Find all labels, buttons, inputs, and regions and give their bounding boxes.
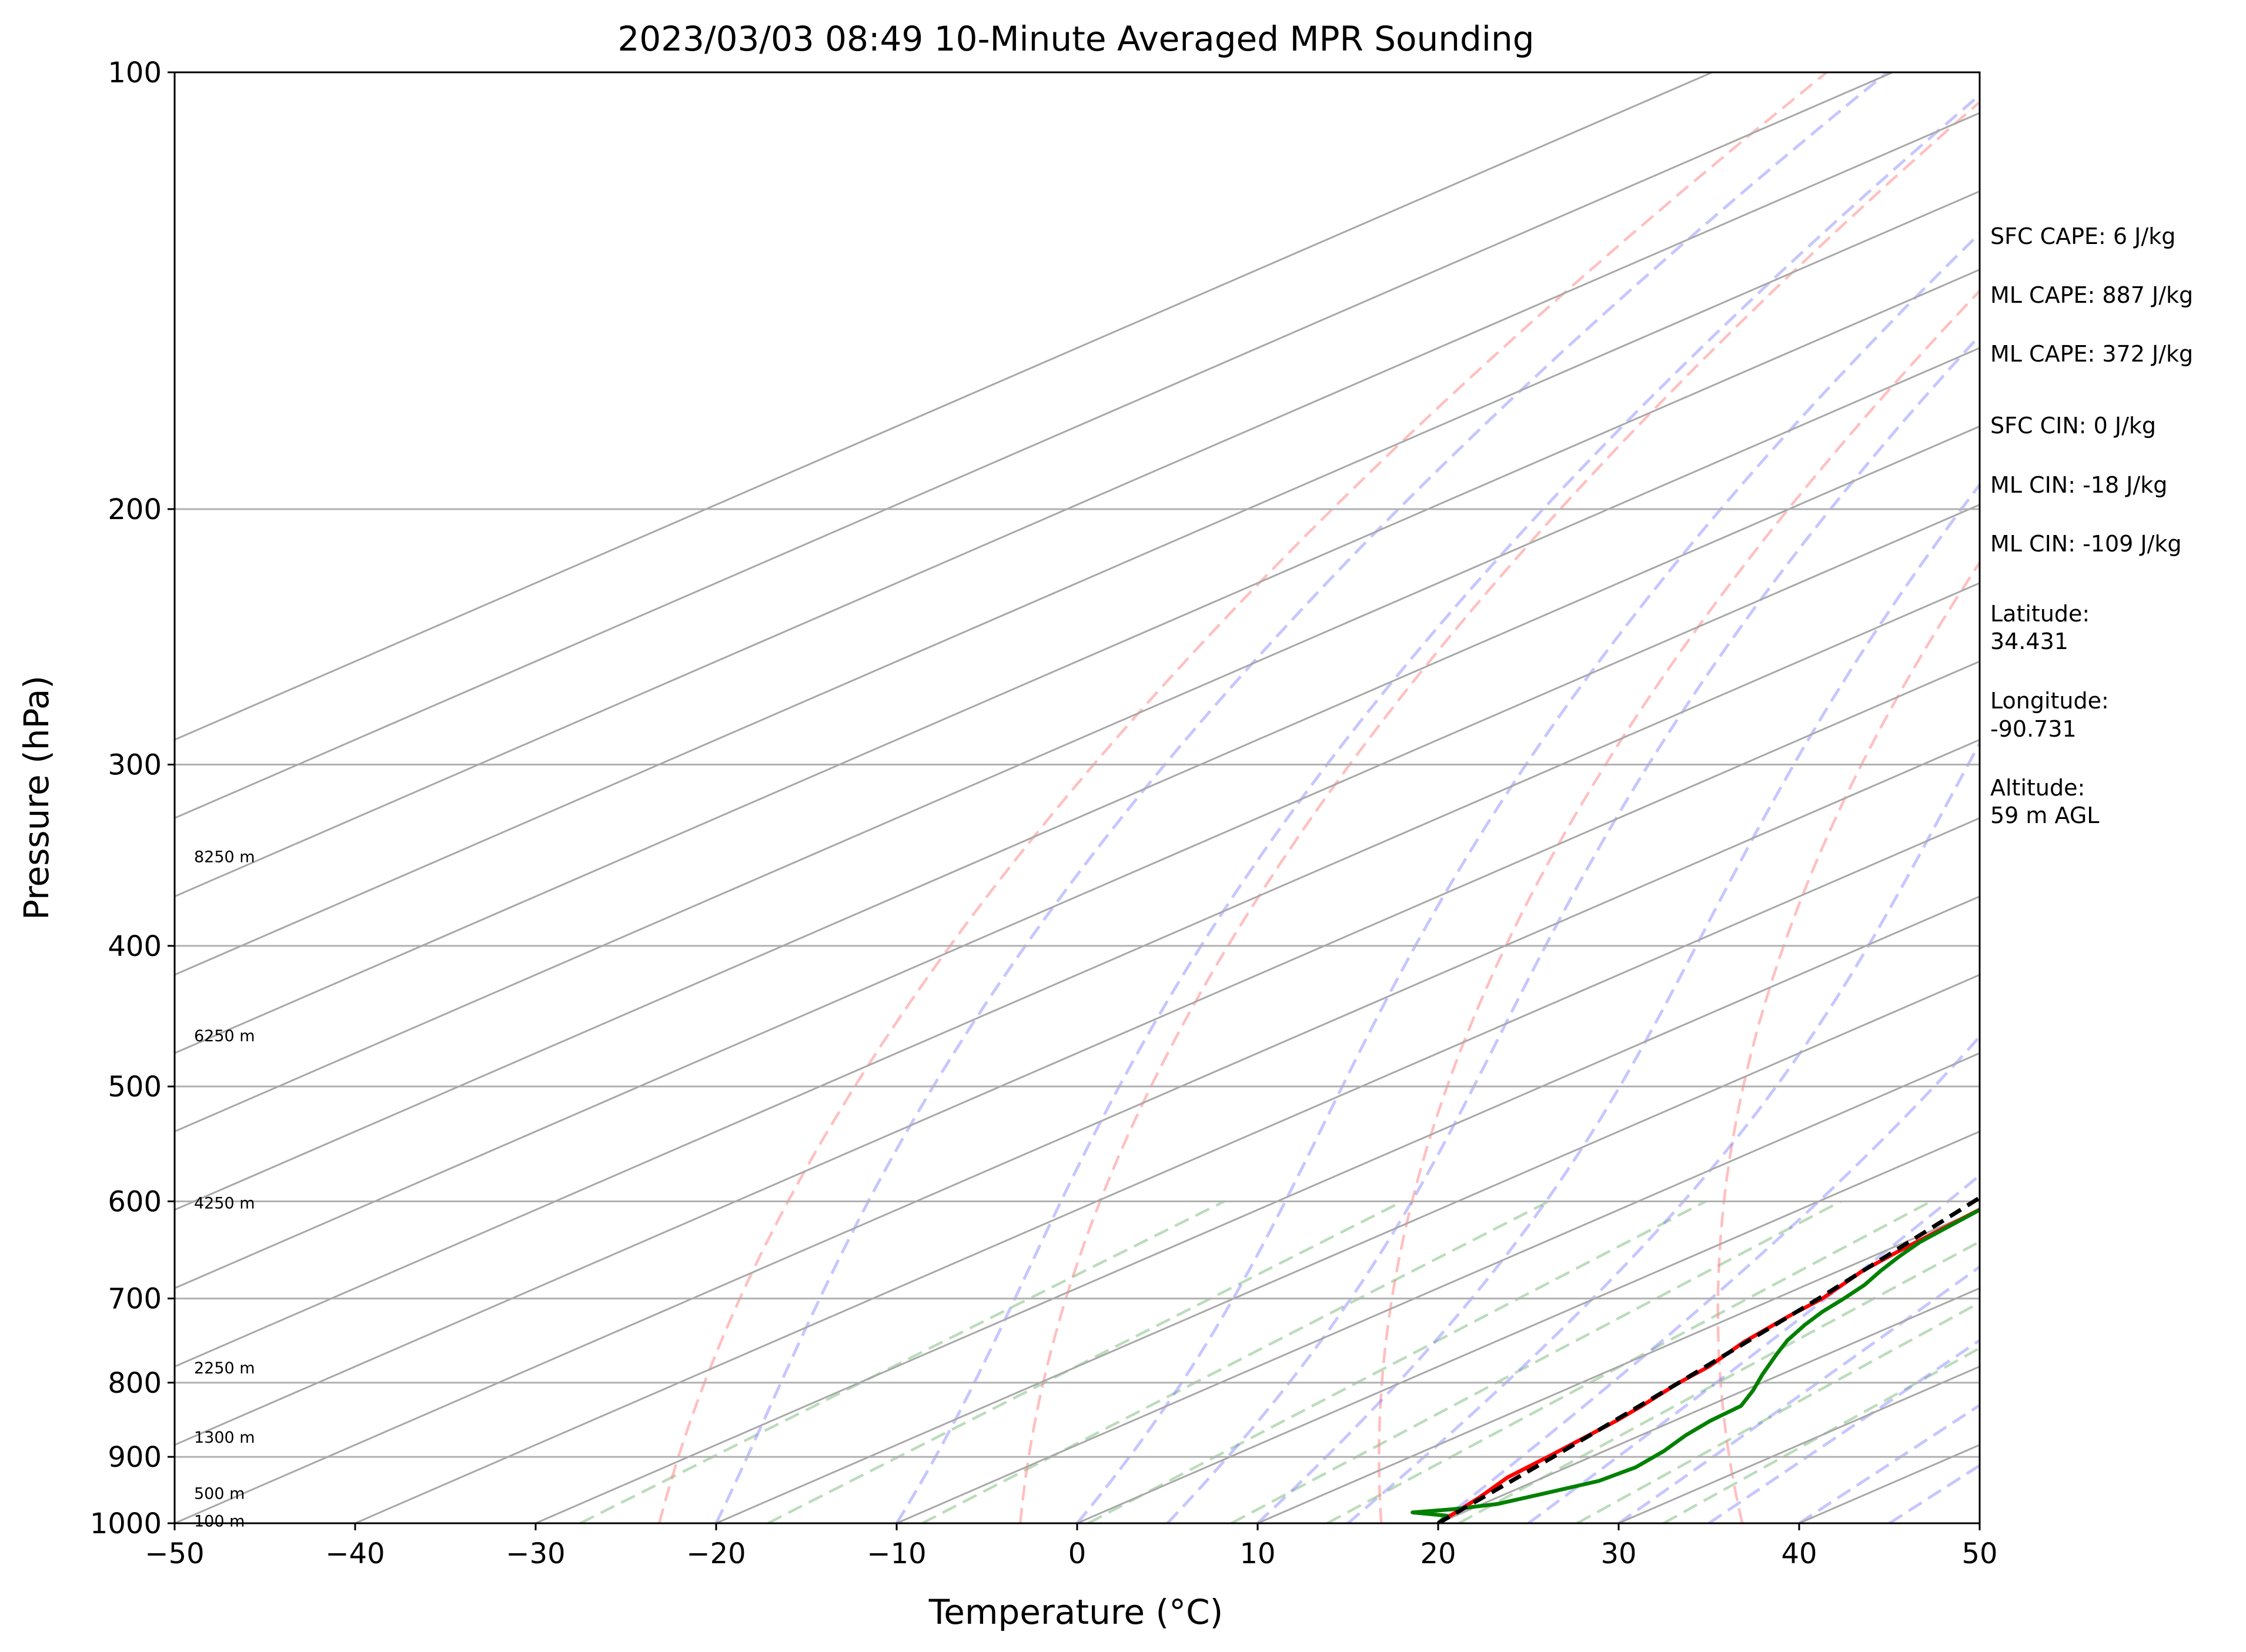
moist-adiabat bbox=[1346, 740, 1980, 1523]
x-tick-label: −20 bbox=[686, 1537, 746, 1570]
moist-adiabat bbox=[714, 72, 1889, 1523]
y-tick-label: 800 bbox=[108, 1367, 162, 1400]
y-tick-label: 300 bbox=[108, 749, 162, 782]
sfc-cape-text: SFC CAPE: 6 J/kg bbox=[1990, 223, 2175, 249]
sfc-cin-text: SFC CIN: 0 J/kg bbox=[1990, 413, 2156, 439]
y-tick-label: 900 bbox=[108, 1441, 162, 1474]
skewed-isotherms bbox=[175, 72, 1980, 1523]
y-tick-label: 500 bbox=[108, 1071, 162, 1103]
dry-adiabats bbox=[658, 72, 1980, 1523]
x-tick-label: 30 bbox=[1600, 1537, 1636, 1570]
isotherm-line bbox=[355, 817, 1980, 1523]
plot-frame bbox=[173, 71, 1981, 1524]
dry-adiabat bbox=[1378, 289, 1980, 1523]
x-axis-ticks: −50 −40 −30 −20 −10 0 10 20 30 40 50 bbox=[145, 1523, 1998, 1570]
isotherm-line bbox=[175, 660, 1980, 1446]
moist-adiabat bbox=[1076, 231, 1980, 1523]
x-tick-label: 10 bbox=[1239, 1537, 1275, 1570]
isotherm-line bbox=[535, 895, 1980, 1523]
x-tick-label: −30 bbox=[506, 1537, 565, 1570]
mixing-ratio-line bbox=[1326, 1200, 1932, 1523]
y-tick-label: 1000 bbox=[90, 1507, 162, 1540]
ml-cin-text-2: ML CIN: -109 J/kg bbox=[1990, 531, 2182, 557]
moist-adiabat bbox=[1166, 333, 1980, 1523]
y-tick-label: 400 bbox=[108, 930, 162, 963]
mixing-ratio-line bbox=[579, 1200, 1225, 1523]
sounding-traces bbox=[1411, 1195, 1980, 1523]
x-tick-label: −40 bbox=[325, 1537, 385, 1570]
x-tick-label: 0 bbox=[1068, 1537, 1087, 1570]
x-tick-label: 50 bbox=[1961, 1537, 1997, 1570]
ml-cape-text: ML CAPE: 887 J/kg bbox=[1990, 282, 2193, 308]
x-tick-label: −10 bbox=[867, 1537, 926, 1570]
moist-adiabat bbox=[1798, 1403, 1980, 1523]
isotherm-line bbox=[175, 190, 1980, 976]
moist-adiabat bbox=[1256, 482, 1980, 1523]
mixing-ratio-line bbox=[1576, 1301, 1980, 1523]
height-label: 6250 m bbox=[194, 1027, 255, 1045]
x-tick-label: −50 bbox=[145, 1537, 204, 1570]
pressure-grid bbox=[175, 72, 1980, 1523]
latitude-value: 34.431 bbox=[1990, 628, 2068, 654]
moist-adiabat bbox=[895, 93, 1980, 1523]
x-tick-label: 40 bbox=[1781, 1537, 1817, 1570]
mixing-ratio-line bbox=[921, 1200, 1550, 1523]
height-label: 500 m bbox=[194, 1484, 245, 1503]
moist-adiabat bbox=[1528, 1173, 1980, 1523]
moist-adiabats bbox=[714, 72, 1980, 1523]
isotherm-line bbox=[175, 503, 1980, 1289]
y-tick-label: 100 bbox=[108, 56, 162, 89]
isotherm-line bbox=[1077, 1131, 1980, 1523]
mixing-ratio-line bbox=[1458, 1240, 1980, 1523]
sounding-info-panel: SFC CAPE: 6 J/kg ML CAPE: 887 J/kg ML CA… bbox=[1990, 223, 2193, 828]
isotherm-line bbox=[175, 347, 1980, 1133]
isotherm-line bbox=[175, 72, 1893, 820]
height-labels: 100 m 500 m 1300 m 2250 m 4250 m 6250 m 8250 m bbox=[194, 848, 255, 1531]
height-label: 8250 m bbox=[194, 848, 255, 867]
y-axis-label: Pressure (hPa) bbox=[16, 675, 56, 920]
ml-cape-text-2: ML CAPE: 372 J/kg bbox=[1990, 341, 2193, 367]
mixing-ratio-lines bbox=[579, 1200, 1980, 1523]
latitude-label: Latitude: bbox=[1990, 601, 2090, 627]
isotherm-line bbox=[175, 425, 1980, 1211]
x-axis-label: Temperature (°C) bbox=[928, 1592, 1224, 1632]
isotherm-line bbox=[716, 974, 1980, 1523]
isotherm-line bbox=[175, 112, 1980, 898]
height-label: 1300 m bbox=[194, 1429, 255, 1447]
x-tick-label: 20 bbox=[1420, 1537, 1456, 1570]
height-label: 100 m bbox=[194, 1513, 245, 1531]
dewpoint-line bbox=[1411, 1208, 1980, 1523]
longitude-label: Longitude: bbox=[1990, 688, 2109, 714]
isotherm-line bbox=[175, 738, 1980, 1523]
height-label: 4250 m bbox=[194, 1194, 255, 1212]
altitude-value: 59 m AGL bbox=[1990, 802, 2099, 828]
y-tick-label: 600 bbox=[108, 1185, 162, 1218]
dry-adiabat bbox=[658, 72, 1828, 1523]
moist-adiabat bbox=[1437, 1034, 1980, 1523]
altitude-label: Altitude: bbox=[1990, 775, 2085, 801]
temperature-line bbox=[1437, 1207, 1980, 1523]
chart-title: 2023/03/03 08:49 10-Minute Averaged MPR … bbox=[617, 19, 1534, 59]
ml-cin-text: ML CIN: -18 J/kg bbox=[1990, 472, 2167, 498]
isotherm-line bbox=[175, 582, 1980, 1368]
isotherm-line bbox=[175, 72, 1713, 741]
height-label: 2250 m bbox=[194, 1359, 255, 1377]
y-tick-label: 200 bbox=[108, 493, 162, 526]
plot-area bbox=[175, 72, 1980, 1523]
parcel-path-line bbox=[1437, 1195, 1980, 1523]
dry-adiabat bbox=[1716, 560, 1980, 1523]
dry-adiabat bbox=[1019, 100, 1980, 1523]
isotherm-line bbox=[1257, 1209, 1980, 1523]
longitude-value: -90.731 bbox=[1990, 716, 2077, 742]
y-tick-label: 700 bbox=[108, 1283, 162, 1316]
y-axis-ticks: 1000 900 800 700 600 500 400 300 200 100 bbox=[90, 56, 175, 1540]
isotherm-line bbox=[175, 269, 1980, 1055]
isotherm-line bbox=[896, 1052, 1980, 1523]
